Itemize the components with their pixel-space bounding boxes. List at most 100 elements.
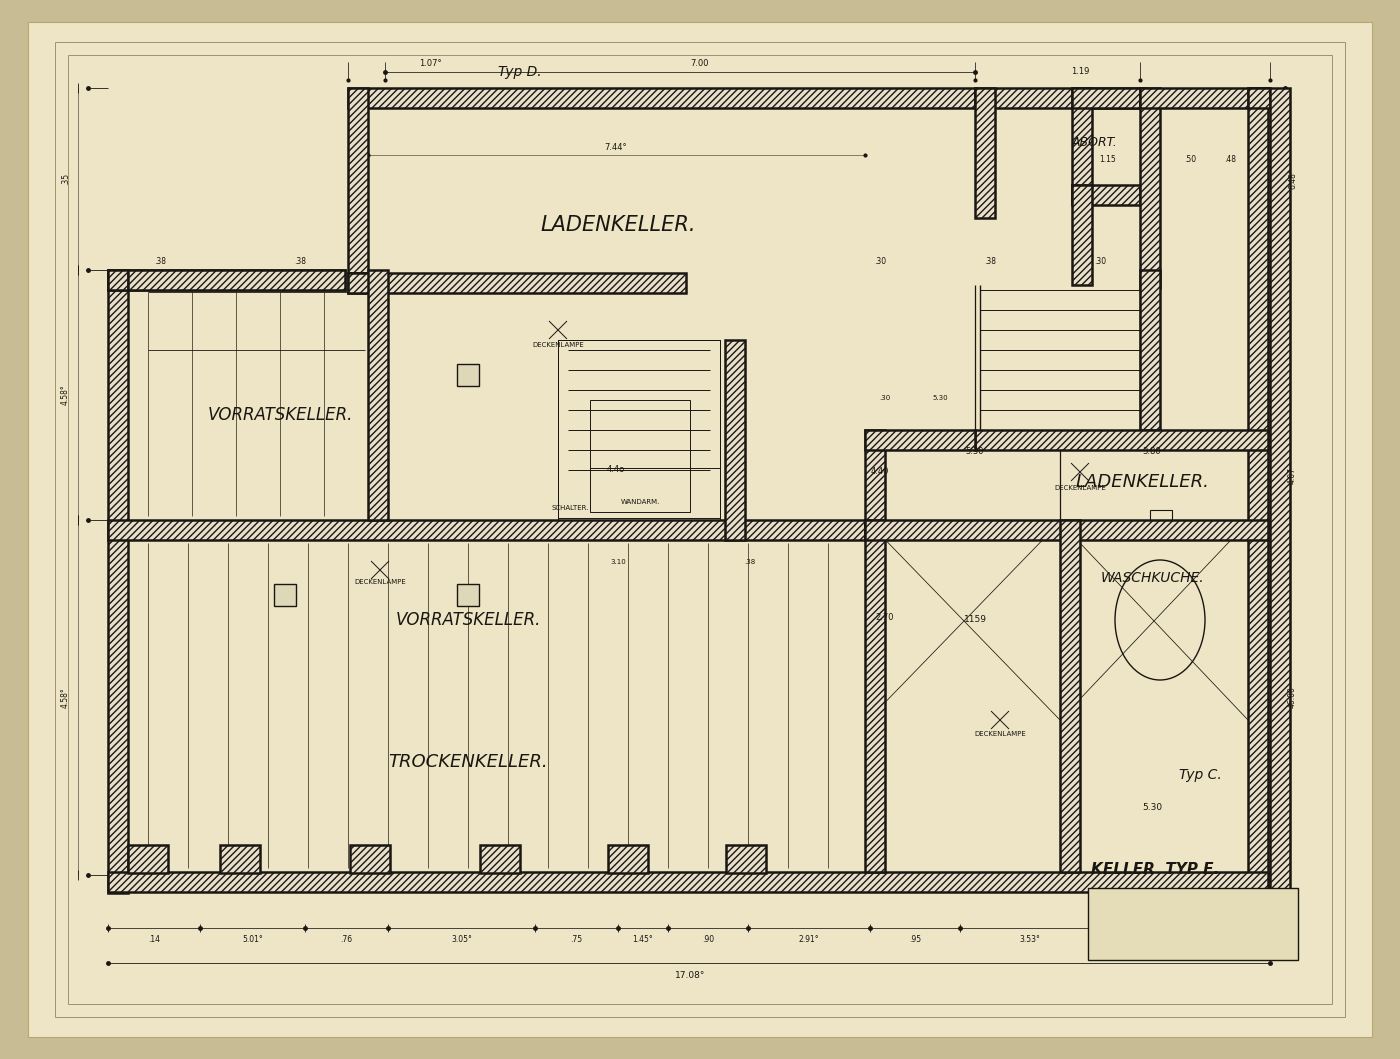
Text: .38: .38: [984, 257, 995, 267]
Text: LADENKELLER.: LADENKELLER.: [1075, 473, 1210, 491]
Text: VORRATSKELLER.: VORRATSKELLER.: [207, 406, 353, 424]
Bar: [559, 340, 720, 520]
Text: 5.01°: 5.01°: [242, 935, 263, 945]
Text: DECKENLAMPE: DECKENLAMPE: [354, 579, 406, 585]
Bar: [1072, 185, 1092, 285]
Text: 4.07: 4.07: [1288, 467, 1296, 484]
Bar: [1072, 88, 1140, 108]
Bar: [350, 845, 391, 873]
Bar: [559, 340, 720, 518]
Bar: [1060, 520, 1079, 872]
Bar: [1140, 88, 1268, 108]
Text: Typ C.: Typ C.: [1179, 768, 1221, 782]
Bar: [865, 430, 974, 450]
Bar: [1149, 510, 1172, 532]
Text: 2.91°: 2.91°: [798, 935, 819, 945]
Text: 1.19: 1.19: [1071, 68, 1089, 76]
Text: .50: .50: [1184, 156, 1196, 164]
Bar: [727, 845, 766, 873]
Bar: [108, 270, 344, 290]
Bar: [456, 364, 479, 385]
Text: 1.15: 1.15: [1099, 156, 1116, 164]
Bar: [1270, 88, 1289, 893]
Bar: [349, 88, 974, 108]
Text: .30: .30: [879, 395, 890, 401]
Bar: [1072, 185, 1140, 205]
Bar: [865, 520, 1268, 540]
Text: ABORT.: ABORT.: [1072, 136, 1117, 148]
Bar: [480, 845, 519, 873]
Bar: [108, 520, 865, 540]
Bar: [1247, 88, 1268, 893]
Text: .30: .30: [1093, 257, 1106, 267]
Text: .90: .90: [701, 935, 714, 945]
Text: 21. 3. 29: 21. 3. 29: [1096, 917, 1133, 927]
Bar: [108, 270, 127, 290]
Text: 5.30: 5.30: [966, 448, 984, 456]
Text: 3.53°: 3.53°: [1019, 935, 1040, 945]
Text: KELLER  TYP E.: KELLER TYP E.: [1091, 862, 1219, 878]
Bar: [589, 400, 690, 511]
Bar: [349, 88, 368, 273]
Text: WANDARM.: WANDARM.: [620, 499, 659, 505]
Bar: [727, 845, 766, 873]
Bar: [349, 88, 368, 273]
Text: 46.00: 46.00: [1288, 686, 1296, 708]
Bar: [456, 584, 479, 606]
Bar: [1247, 88, 1270, 108]
Bar: [1088, 889, 1298, 961]
Bar: [108, 270, 344, 290]
Bar: [220, 845, 260, 873]
Bar: [974, 88, 995, 218]
Bar: [865, 520, 885, 872]
Text: 4.40: 4.40: [871, 467, 889, 477]
Bar: [349, 273, 368, 293]
Text: VORRATSKELLER.: VORRATSKELLER.: [395, 611, 540, 629]
Text: 3.05°: 3.05°: [451, 935, 472, 945]
Bar: [1140, 88, 1161, 288]
Bar: [865, 520, 1268, 540]
Bar: [349, 273, 368, 293]
Text: MST. 1:20: MST. 1:20: [1205, 917, 1246, 927]
Bar: [974, 88, 1145, 108]
Text: 17.08°: 17.08°: [675, 970, 706, 980]
Bar: [974, 430, 1268, 450]
Bar: [974, 88, 995, 218]
Text: .30: .30: [874, 257, 886, 267]
Text: .76: .76: [340, 935, 353, 945]
Bar: [1247, 88, 1270, 108]
Bar: [108, 872, 1268, 892]
Bar: [274, 584, 295, 606]
Text: 4.58°: 4.58°: [62, 384, 70, 406]
Bar: [865, 430, 885, 540]
Bar: [368, 270, 388, 520]
Text: HELLERHOF A.G.: HELLERHOF A.G.: [1093, 894, 1168, 902]
Bar: [1140, 88, 1161, 288]
Bar: [608, 845, 648, 873]
Bar: [350, 845, 391, 873]
Text: 2.70: 2.70: [876, 613, 895, 623]
Bar: [127, 845, 168, 873]
Bar: [865, 430, 974, 450]
Bar: [725, 340, 745, 540]
Bar: [1247, 88, 1268, 893]
Bar: [108, 872, 1268, 892]
Text: 6.48°: 6.48°: [1288, 168, 1296, 190]
Bar: [865, 520, 885, 872]
Text: 4.58°: 4.58°: [62, 687, 70, 707]
Text: .35: .35: [62, 173, 70, 185]
Bar: [1270, 88, 1289, 893]
Text: .95: .95: [909, 935, 921, 945]
Text: 4.4o: 4.4o: [606, 466, 626, 474]
Text: WASCHKUCHE.: WASCHKUCHE.: [1100, 571, 1204, 585]
Bar: [974, 88, 1145, 108]
Bar: [1072, 185, 1092, 285]
Text: LADENKELLER.: LADENKELLER.: [540, 215, 696, 235]
Bar: [1072, 88, 1140, 108]
Bar: [108, 270, 127, 893]
Text: DECKENLAMPE: DECKENLAMPE: [532, 342, 584, 348]
Bar: [220, 845, 260, 873]
Bar: [127, 270, 344, 290]
Text: .38: .38: [154, 257, 167, 267]
Text: 5.30: 5.30: [932, 395, 948, 401]
